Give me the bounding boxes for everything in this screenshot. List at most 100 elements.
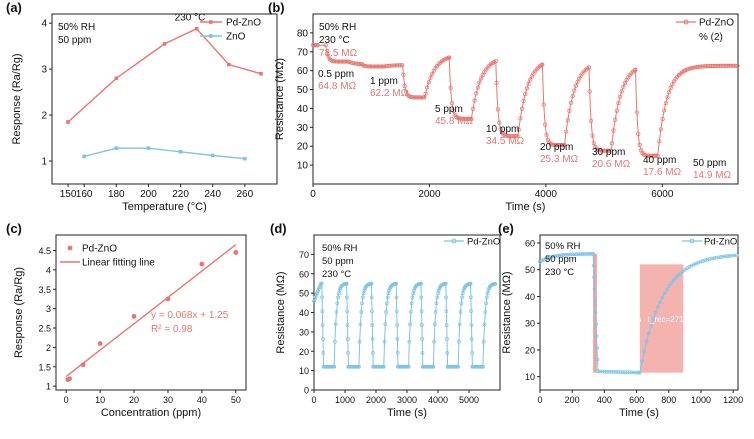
data-point (419, 95, 424, 100)
resistance-value-label: 20.6 MΩ (592, 159, 631, 170)
data-point (460, 295, 464, 300)
data-point (557, 253, 562, 258)
y-axis-label: Resistance (MΩ) (275, 271, 287, 353)
data-point (469, 116, 474, 121)
data-point (569, 252, 573, 257)
data-point (385, 295, 390, 300)
panel-d: 0 1000 2000 3000 4000 5000 0 10 20 30 40 50 60 70 Time… (270, 221, 501, 419)
data-point (698, 259, 703, 264)
data-point (313, 43, 318, 48)
data-point (521, 98, 526, 103)
data-point (345, 323, 350, 327)
data-point (570, 94, 575, 99)
data-point (593, 310, 598, 315)
data-point (632, 68, 637, 73)
panel-c: 0 10 20 30 40 50 1 1.5 2 2.5 3 3.5 4 4.5 Concentration… (6, 221, 247, 419)
y-tick-label: 1.5 (38, 362, 51, 372)
data-point (332, 59, 337, 64)
data-point (114, 76, 119, 81)
data-point (483, 310, 488, 314)
data-point (570, 252, 575, 257)
panel-label: (e) (498, 221, 514, 236)
data-point (381, 364, 386, 369)
data-point (423, 91, 428, 96)
data-point (616, 370, 621, 374)
data-point (543, 256, 548, 261)
data-point (459, 301, 464, 306)
x-tick-label: 0 (310, 189, 316, 200)
y-tick-label: 60 (525, 239, 535, 249)
data-point (445, 351, 450, 355)
data-point (413, 95, 418, 100)
y-tick-label: 60 (299, 269, 309, 279)
x-tick-label: 600 (629, 395, 644, 405)
data-point (325, 51, 330, 56)
data-point (609, 141, 614, 146)
data-point (344, 59, 349, 64)
data-point (590, 133, 595, 138)
data-point (732, 253, 737, 258)
data-point (412, 95, 417, 100)
x-tick-label: 6000 (651, 189, 674, 200)
response-time-region (593, 253, 597, 373)
data-point (343, 59, 348, 64)
data-point (591, 263, 596, 268)
data-point (587, 89, 592, 94)
panel-a: 150 160 180 200 220 240 260 1 2 3 4 Temperature (°C… (6, 0, 278, 213)
data-point (576, 252, 581, 256)
data-point (320, 309, 325, 314)
data-point (494, 80, 499, 86)
data-point (573, 83, 578, 88)
data-point (233, 250, 239, 255)
data-point (622, 81, 627, 86)
data-point (710, 256, 714, 261)
data-point (549, 255, 554, 259)
data-point (634, 370, 639, 375)
x-tick-label: 260 (237, 189, 254, 200)
data-point (484, 301, 488, 306)
data-point (178, 150, 183, 154)
data-point (394, 295, 399, 300)
data-point (420, 337, 425, 341)
data-point (243, 156, 247, 161)
data-point (584, 252, 589, 256)
data-point (551, 254, 556, 259)
data-point (469, 337, 474, 341)
y-tick-label: 20 (299, 347, 309, 357)
data-point (320, 323, 325, 327)
y-tick-label: 10 (299, 366, 309, 376)
legend-label: % (2) (699, 32, 723, 43)
data-point (719, 255, 723, 259)
x-tick-label: 10 (95, 395, 105, 405)
x-tick-label: 1000 (335, 395, 355, 405)
data-point (376, 64, 381, 69)
data-point (542, 257, 546, 262)
panel-label: (c) (6, 221, 22, 236)
data-point (316, 289, 320, 294)
y-tick-label: 3.5 (38, 285, 51, 295)
data-point (432, 339, 436, 344)
data-point (462, 116, 467, 121)
data-point (605, 148, 610, 153)
recovery-time-label: t_rec=271.6 s (648, 315, 697, 324)
data-point (395, 323, 399, 327)
data-point (333, 322, 338, 327)
data-point (642, 349, 647, 353)
data-point (332, 364, 336, 369)
x-tick-label: 1000 (691, 395, 711, 405)
data-point (314, 43, 319, 48)
x-axis-label: Time (s) (619, 407, 659, 419)
resistance-value-label: 34.5 MΩ (486, 136, 525, 147)
y-tick-label: 1 (41, 157, 47, 168)
data-point (601, 148, 606, 153)
y-tick-label: 40 (297, 104, 309, 115)
data-point (394, 309, 399, 314)
data-point (629, 370, 634, 375)
data-point (314, 293, 319, 297)
data-point (497, 120, 502, 125)
condition-rh: 50% RH (319, 22, 356, 33)
data-point (360, 301, 364, 306)
data-point (419, 295, 424, 300)
plot-frame (51, 13, 278, 185)
data-point (345, 295, 349, 300)
